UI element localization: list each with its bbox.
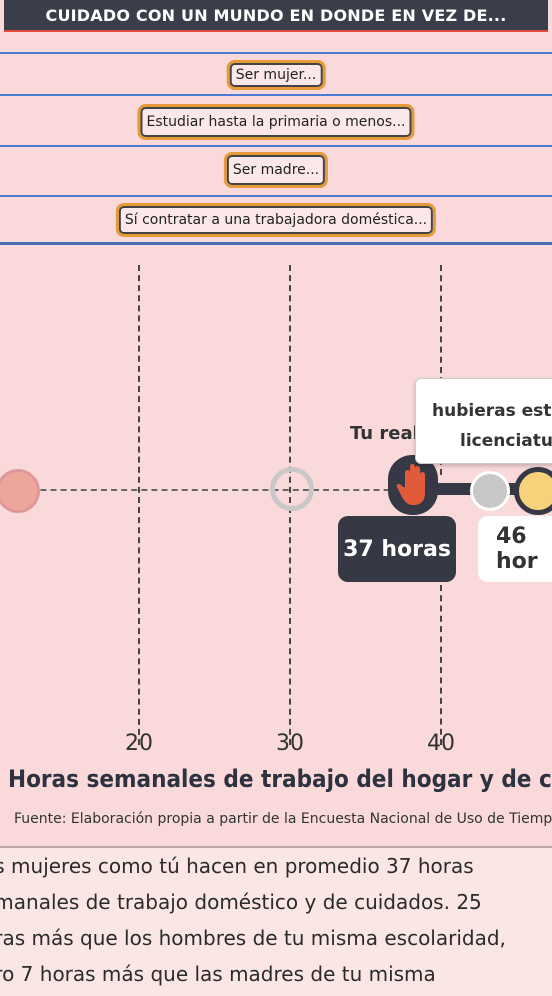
source-note: Fuente: Elaboración propia a partir de l… <box>14 811 552 827</box>
page-header: CUIDADO CON UN MUNDO EN DONDE EN VEZ DE.… <box>4 0 548 32</box>
filter-label: Sí contratar a una trabajadora doméstica… <box>124 212 428 228</box>
divider <box>0 52 552 54</box>
filter-ser-madre[interactable]: Ser madre... <box>223 152 329 188</box>
chart-area: Tu reali hubieras estud licenciatur 37 h… <box>0 242 552 845</box>
filter-trabajadora-domestica[interactable]: Sí contratar a una trabajadora doméstica… <box>115 203 437 237</box>
gridline-40-bottom <box>440 585 442 745</box>
text-line: emanales de trabajo doméstico y de cuida… <box>0 890 482 914</box>
filter-label: Ser mujer... <box>235 67 317 83</box>
tooltip-line1: hubieras estud <box>432 401 552 421</box>
explanation-text: as mujeres como tú hacen en promedio 37 … <box>0 846 552 996</box>
explanation-paragraph: as mujeres como tú hacen en promedio 37 … <box>0 848 552 992</box>
current-value-label: 37 horas <box>343 536 451 562</box>
tooltip-line2: licenciatur <box>460 431 552 451</box>
header-title: CUIDADO CON UN MUNDO EN DONDE EN VEZ DE.… <box>45 5 507 25</box>
tick-label: 30 <box>276 731 304 756</box>
current-value-bubble: 37 horas <box>338 516 456 582</box>
yellow-dot[interactable] <box>514 467 552 515</box>
filter-label: Estudiar hasta la primaria o menos... <box>146 114 406 130</box>
gray-ring-dot[interactable] <box>270 467 314 511</box>
compare-value-label: 46 hor <box>496 524 538 574</box>
text-line: oras más que los hombres de tu misma esc… <box>0 926 506 950</box>
tick-label: 40 <box>427 731 455 756</box>
horizontal-guide <box>0 489 430 491</box>
divider <box>0 195 552 197</box>
filter-label: Ser madre... <box>232 162 320 178</box>
gridline-20 <box>138 265 140 745</box>
x-axis-label: Horas semanales de trabajo del hogar y d… <box>8 765 552 793</box>
divider <box>0 94 552 96</box>
pink-dot[interactable] <box>0 469 40 513</box>
current-marker[interactable] <box>388 455 438 515</box>
tu-realidad-label: Tu reali <box>350 423 425 444</box>
hand-icon <box>396 464 425 505</box>
filter-ser-mujer[interactable]: Ser mujer... <box>226 60 326 90</box>
filter-primaria[interactable]: Estudiar hasta la primaria o menos... <box>137 104 415 140</box>
compare-value-bubble: 46 hor <box>478 516 552 582</box>
tooltip: hubieras estud licenciatur <box>415 378 552 464</box>
gridline-40-top <box>440 265 442 475</box>
text-line: as mujeres como tú hacen en promedio 37 … <box>0 854 474 878</box>
tick-label: 20 <box>125 731 153 756</box>
divider <box>0 145 552 147</box>
gray-dot[interactable] <box>470 471 510 511</box>
text-line: ero 7 horas más que las madres de tu mis… <box>0 962 436 986</box>
